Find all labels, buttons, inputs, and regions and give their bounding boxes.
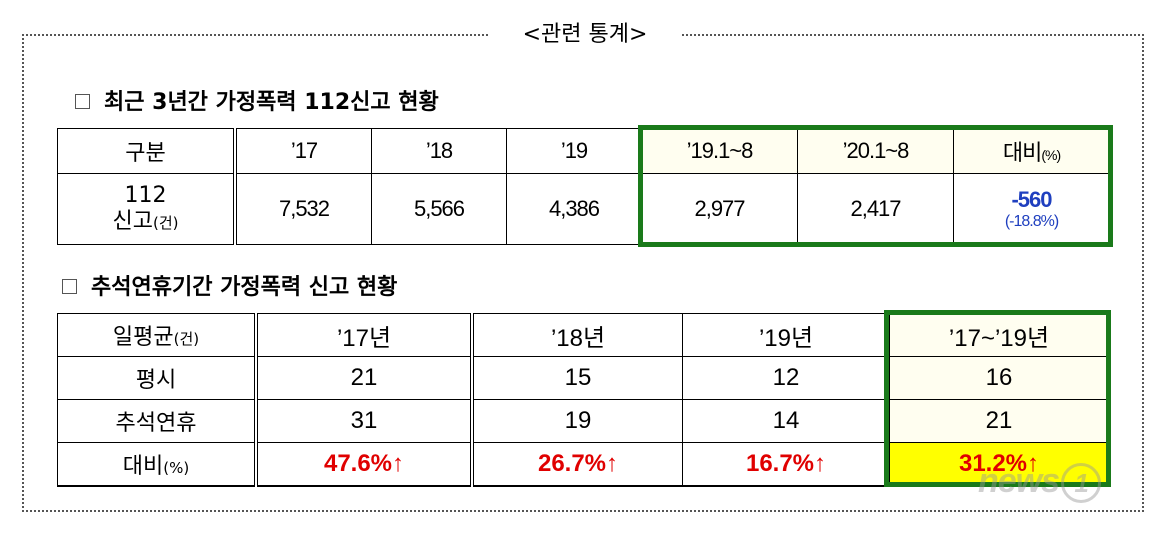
value-cell: 21: [255, 356, 474, 400]
value-cell: 31: [255, 399, 474, 443]
section1-title: 최근 3년간 가정폭력 112신고 현황: [104, 90, 439, 115]
diff-value: -560: [1011, 187, 1052, 212]
frame-title: <관련 통계>: [490, 18, 680, 52]
table-header-row: 구분 ’17 ’18 ’19 ’19.1~8 ’20.1~8 대비(%): [57, 128, 1110, 174]
row-label: 추석연휴: [57, 399, 258, 443]
value-cell: 2,977: [641, 173, 798, 245]
row-label-line2: 신고(건): [112, 208, 179, 234]
table-chuseok-reports: 일평균(건) ’17년 ’18년 ’19년 ’17~’19년 평시 21 15 …: [57, 313, 1109, 487]
diff-cell: -560 (-18.8%): [953, 173, 1110, 245]
table-row: 112 신고(건) 7,532 5,566 4,386 2,977 2,417 …: [57, 173, 1110, 245]
header-cell: ’19: [506, 128, 642, 174]
table-header-row: 일평균(건) ’17년 ’18년 ’19년 ’17~’19년: [57, 313, 1109, 357]
value-cell: 2,417: [797, 173, 954, 245]
header-cell: 일평균(건): [57, 313, 258, 357]
header-unit: (건): [173, 330, 200, 348]
value-cell: 5,566: [371, 173, 507, 245]
table-112-reports: 구분 ’17 ’18 ’19 ’19.1~8 ’20.1~8 대비(%) 112…: [57, 128, 1110, 245]
logo-mark: 1: [1061, 463, 1102, 504]
header-cell: ’18년: [471, 313, 683, 357]
value-cell: 15: [471, 356, 683, 400]
header-cell: ’20.1~8: [797, 128, 954, 174]
value-cell: 7,532: [234, 173, 372, 245]
value-cell: 19: [471, 399, 683, 443]
table-row: 추석연휴 31 19 14 21: [57, 399, 1109, 443]
value-cell: 14: [682, 399, 890, 443]
checkbox-icon: [75, 93, 90, 109]
row-label: 대비(%): [57, 442, 258, 487]
ratio-cell: 16.7%↑: [682, 442, 890, 487]
value-cell: 4,386: [506, 173, 642, 245]
diff-percent: (-18.8%): [1004, 213, 1059, 230]
value-cell: 21: [889, 399, 1109, 443]
diff-header-label: 대비: [1002, 140, 1042, 165]
diff-header-unit: (%): [1041, 147, 1061, 163]
section2-title: 추석연휴기간 가정폭력 신고 현황: [91, 275, 398, 300]
header-cell: ’17~’19년: [889, 313, 1109, 357]
value-cell: 12: [682, 356, 890, 400]
header-cell: ’17년: [255, 313, 474, 357]
news1-logo: news 1: [978, 462, 1102, 504]
section1-title-wrap: 최근 3년간 가정폭력 112신고 현황: [75, 88, 439, 118]
header-cell: ’17: [234, 128, 372, 174]
value-cell: 16: [889, 356, 1109, 400]
row-label-line1: 112: [124, 182, 167, 208]
header-cell-diff: 대비(%): [953, 128, 1110, 174]
checkbox-icon: [62, 278, 77, 294]
row-label: 평시: [57, 356, 258, 400]
header-cell: ’19년: [682, 313, 890, 357]
row-label-unit: (건): [152, 213, 179, 232]
ratio-unit: (%): [163, 459, 190, 477]
row-label: 112 신고(건): [57, 173, 237, 245]
ratio-cell: 26.7%↑: [471, 442, 683, 487]
ratio-cell: 47.6%↑: [255, 442, 474, 487]
section2-title-wrap: 추석연휴기간 가정폭력 신고 현황: [62, 273, 397, 303]
header-cell: 구분: [57, 128, 237, 174]
table-row: 대비(%) 47.6%↑ 26.7%↑ 16.7%↑ 31.2%↑: [57, 442, 1109, 487]
header-cell: ’18: [371, 128, 507, 174]
header-cell: ’19.1~8: [641, 128, 798, 174]
table-row: 평시 21 15 12 16: [57, 356, 1109, 400]
